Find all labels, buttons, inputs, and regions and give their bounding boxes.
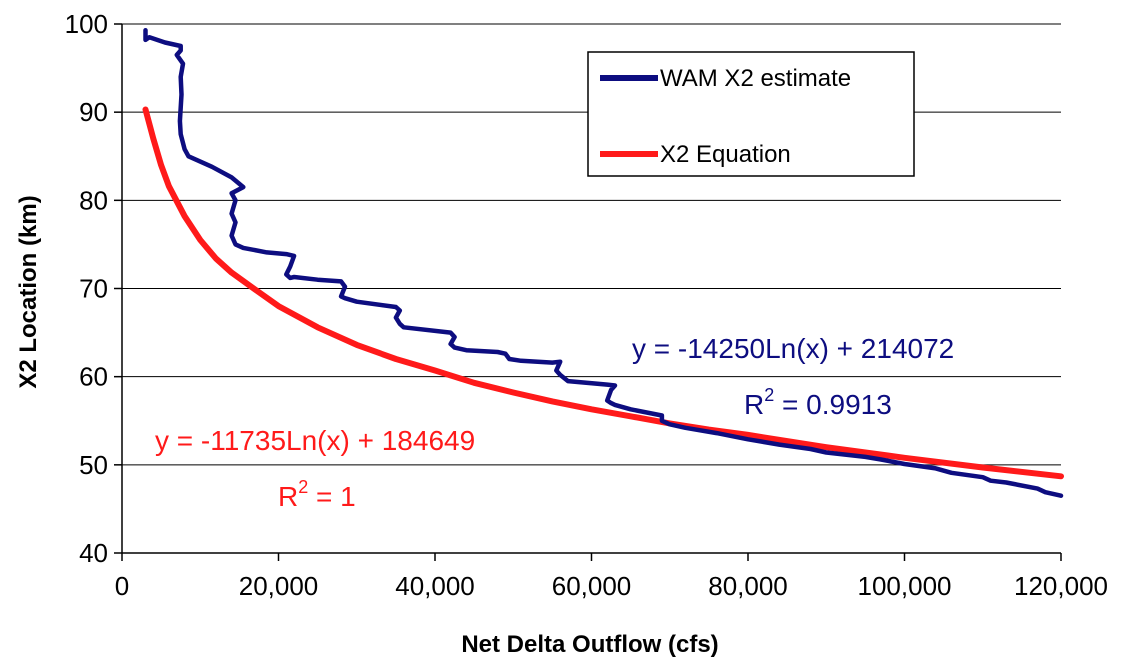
series-line-x2-equation	[142, 106, 1064, 480]
annotation-equation-line1: y = -11735Ln(x) + 184649	[155, 425, 475, 456]
y-tick-label: 40	[79, 538, 108, 568]
series-lines	[142, 27, 1064, 498]
annotation-wam-equation: y = -14250Ln(x) + 214072 R2 = 0.9913	[632, 333, 954, 420]
x-tick-label: 20,000	[239, 571, 319, 601]
x-tick-label: 40,000	[395, 571, 475, 601]
y-tick-labels: 40 50 60 70 80 90 100	[65, 9, 108, 568]
y-axis-title: X2 Location (km)	[15, 195, 42, 388]
legend-label-wam: WAM X2 estimate	[660, 65, 851, 92]
y-tick-label: 90	[79, 97, 108, 127]
axes	[114, 23, 1062, 561]
y-tick-label: 60	[79, 362, 108, 392]
x-tick-labels: 0 20,000 40,000 60,000 80,000 100,000 120,000	[115, 571, 1108, 601]
x-tick-label: 120,000	[1014, 571, 1108, 601]
annotation-wam-r2: R2 = 0.9913	[744, 385, 892, 420]
series-line-wam-x2-estimate	[143, 27, 1064, 498]
y-tick-label: 50	[79, 450, 108, 480]
x-tick-label: 60,000	[552, 571, 632, 601]
y-tick-label: 80	[79, 185, 108, 215]
annotation-equation-fit: y = -11735Ln(x) + 184649 R2 = 1	[155, 425, 475, 512]
y-tick-label: 100	[65, 9, 108, 39]
legend: WAM X2 estimate X2 Equation	[587, 51, 915, 177]
y-tick-label: 70	[79, 274, 108, 304]
x-tick-label: 100,000	[858, 571, 952, 601]
legend-label-equation: X2 Equation	[660, 141, 791, 168]
x-tick-label: 0	[115, 571, 129, 601]
annotation-wam-line1: y = -14250Ln(x) + 214072	[632, 333, 954, 364]
x-axis-title: Net Delta Outflow (cfs)	[461, 631, 718, 658]
annotation-equation-r2: R2 = 1	[278, 477, 356, 512]
x-tick-label: 80,000	[708, 571, 788, 601]
